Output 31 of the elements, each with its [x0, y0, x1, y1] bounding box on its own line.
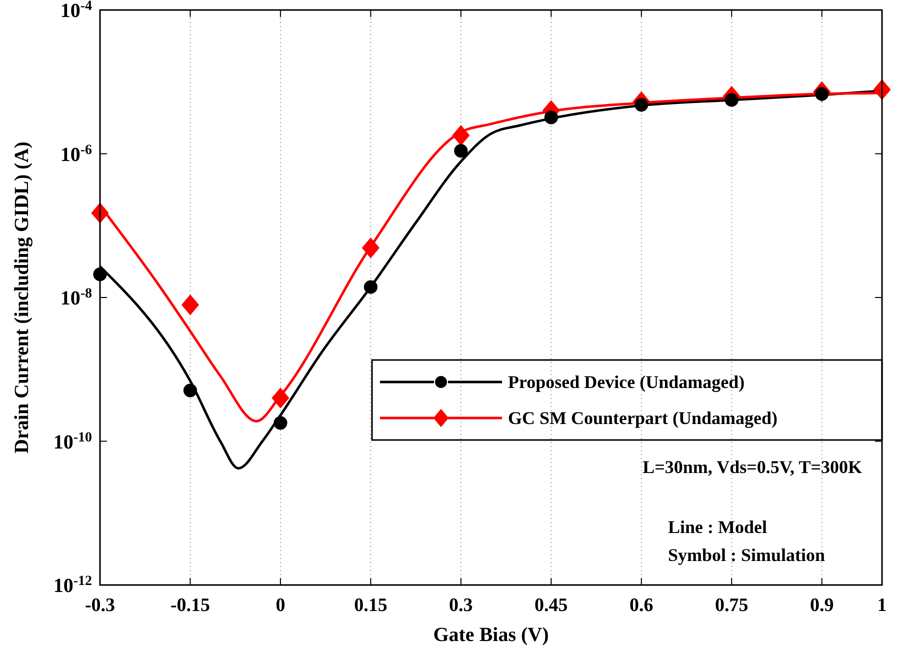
point	[452, 125, 470, 146]
x-tick-label: 0.75	[714, 595, 748, 616]
x-tick-label: 0.3	[449, 595, 473, 616]
point	[272, 388, 290, 408]
x-tick-label: 0.45	[534, 595, 568, 616]
legend-label: Proposed Device (Undamaged)	[508, 372, 745, 392]
point	[544, 110, 558, 124]
x-axis-title: Gate Bias (V)	[433, 624, 549, 646]
x-tick-label: 0.6	[630, 595, 654, 616]
annotation: Line : Model	[668, 517, 767, 537]
annotation: L=30nm, Vds=0.5V, T=300K	[642, 457, 862, 477]
x-tick-label: 0.15	[354, 595, 388, 616]
point	[364, 280, 378, 294]
point	[454, 144, 468, 158]
legend-label: GC SM Counterpart (Undamaged)	[508, 408, 778, 428]
x-tick-label: 1	[877, 595, 887, 616]
x-tick-label: 0	[276, 595, 286, 616]
x-tick-label: -0.3	[84, 595, 116, 616]
y-axis-title: Drain Current (including GIDL) (A)	[11, 142, 33, 454]
x-tick-label: 0.9	[810, 595, 834, 616]
point	[274, 416, 288, 430]
y-tick-label: 10$^{-6}$	[60, 142, 92, 166]
point	[181, 294, 200, 316]
point	[183, 384, 198, 398]
y-tick-label: 10$^{-12}$	[53, 574, 92, 597]
point	[362, 237, 380, 258]
y-tick-label: 10$^{-10}$	[53, 430, 92, 454]
annotation: Symbol : Simulation	[668, 545, 826, 565]
y-tick-label: 10$^{-8}$	[60, 286, 92, 310]
x-tick-label: -0.15	[170, 595, 210, 616]
y-tick-label: 10$^{-4}$	[60, 0, 92, 22]
